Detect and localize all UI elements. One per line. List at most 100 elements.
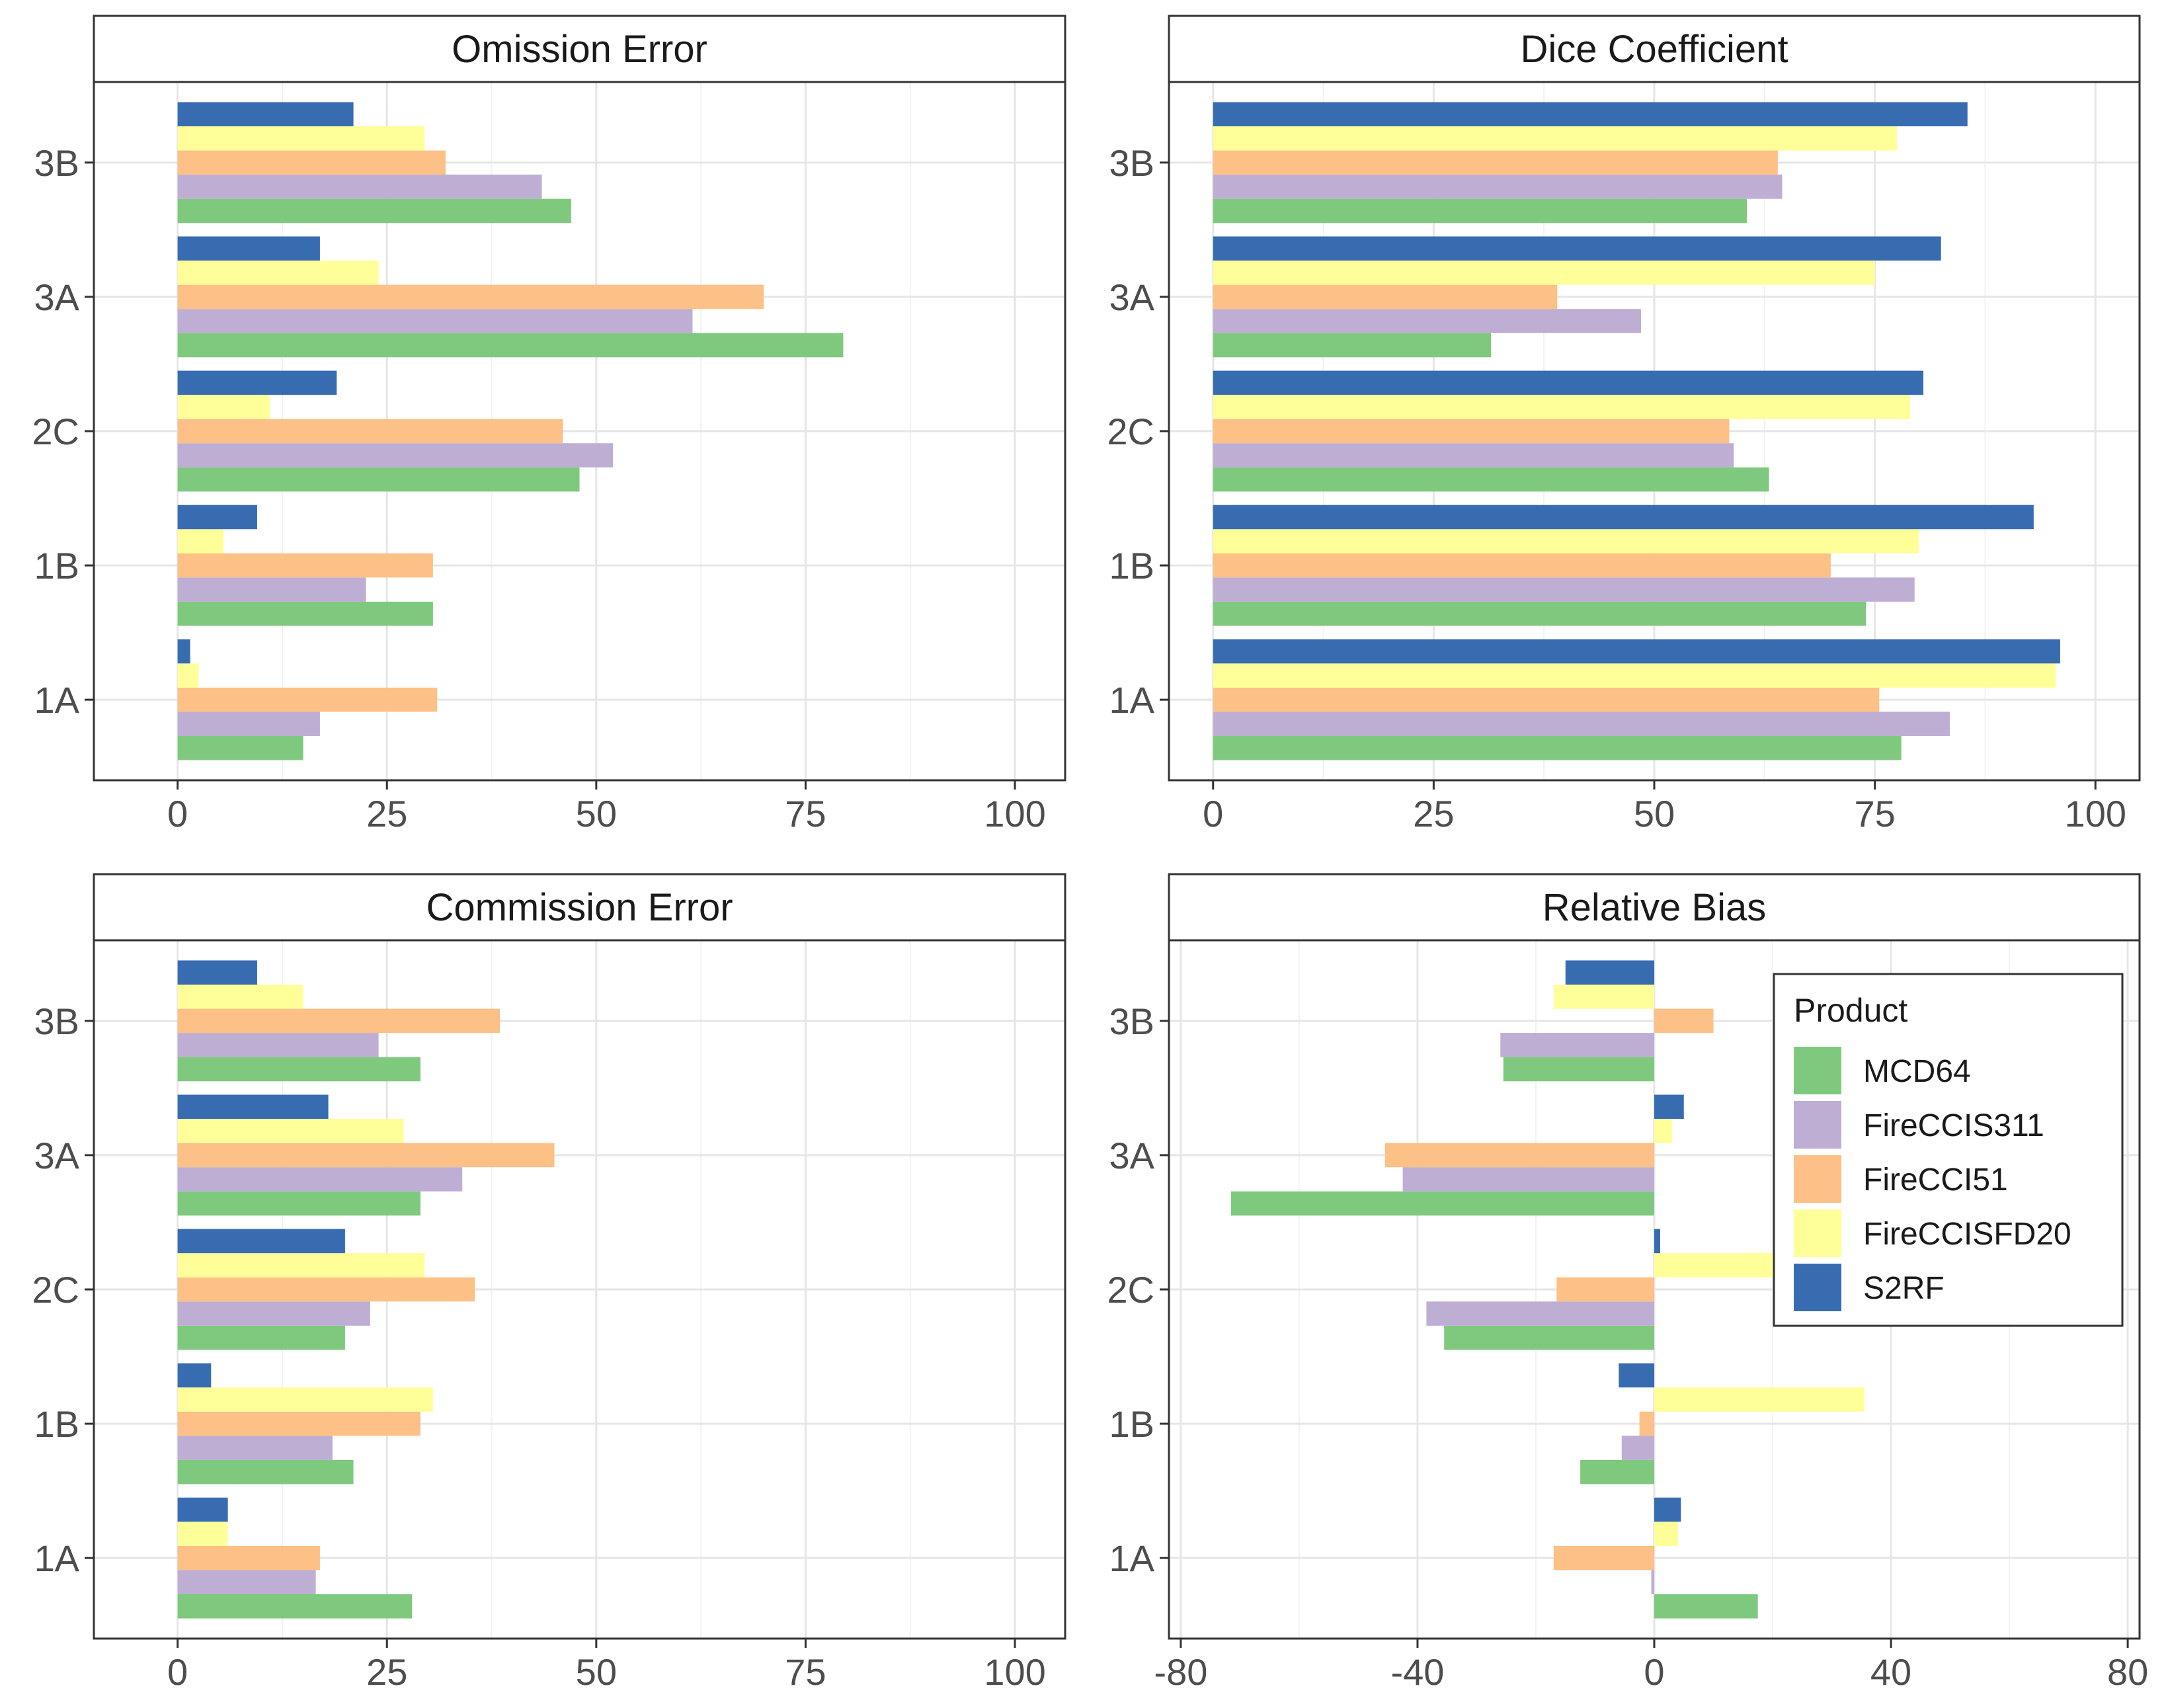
bar-mcd64-3b [177,198,571,224]
bar-mcd64-2c [177,467,580,492]
legend-label-firecci51: FireCCI51 [1863,1162,2008,1198]
bar-fireccis311-3b [1213,175,1783,199]
bar-fireccis311-3b [177,1033,379,1057]
x-tick-label: 25 [1413,793,1454,834]
y-tick-label: 1B [1109,1403,1155,1445]
bar-firecci51-3a [177,1143,555,1168]
y-tick-label: 3B [1109,142,1155,184]
x-tick-label: -40 [1390,1651,1444,1693]
panel-strip [1168,15,2141,83]
x-tick-label: 0 [1203,793,1223,834]
x-tick-label: -80 [1154,1651,1207,1693]
y-tick-label: 3A [34,276,80,318]
bar-fireccisfd20-1a [1213,663,2056,688]
bar-s2rf-2c [1654,1229,1660,1254]
bar-fireccis311-2c [177,443,614,468]
bar-firecci51-2c [177,419,563,444]
legend-label-fireccisfd20: FireCCISFD20 [1863,1217,2071,1252]
panel-title: Commission Error [426,886,733,929]
bar-mcd64-3a [1213,333,1492,358]
bar-fireccisfd20-3b [177,126,425,151]
bar-firecci51-3b [177,1008,501,1034]
bar-mcd64-3b [1213,198,1747,224]
bar-s2rf-1a [177,639,190,664]
y-tick-label: 2C [1107,411,1154,452]
bar-s2rf-3a [1213,236,1941,261]
bar-firecci51-3a [1213,284,1558,309]
legend-key-fireccis311 [1794,1101,1841,1149]
x-tick-label: 50 [576,1651,617,1693]
legend-label-fireccis311: FireCCIS311 [1863,1108,2044,1143]
bar-firecci51-2c [1213,419,1730,444]
panel-strip [93,15,1066,83]
y-tick-label: 3B [1109,1000,1155,1042]
bar-s2rf-1b [1213,505,2034,530]
bar-mcd64-1b [177,601,433,626]
bar-firecci51-2c [177,1277,475,1302]
y-tick-label: 2C [32,411,79,452]
legend-label-s2rf: S2RF [1863,1271,1945,1306]
bar-mcd64-2c [1444,1325,1654,1350]
x-tick-label: 0 [167,1651,188,1693]
bar-firecci51-1b [1213,553,1831,578]
panel-strip [93,873,1066,942]
x-tick-label: 100 [2065,793,2126,834]
bar-fireccis311-3a [1402,1167,1654,1192]
bar-s2rf-3b [1565,960,1654,985]
legend: Product MCD64 FireCCIS311 FireCCI51 FireCCIS… [1773,973,2124,1327]
bar-firecci51-1a [177,1545,320,1570]
panel-strip [1168,873,2141,942]
bar-fireccis311-2c [177,1301,370,1326]
bar-firecci51-3a [177,284,764,309]
bar-fireccisfd20-3a [1654,1119,1672,1143]
bar-s2rf-3b [177,102,354,127]
bar-fireccis311-1b [1621,1436,1654,1460]
bar-mcd64-2c [1213,467,1769,492]
bar-mcd64-1a [177,1594,413,1619]
y-tick-label: 2C [1107,1269,1154,1311]
bar-fireccisfd20-1b [1654,1387,1865,1412]
x-tick-label: 40 [1870,1651,1911,1693]
bar-firecci51-3b [177,150,446,175]
bar-fireccisfd20-3b [177,985,303,1009]
bar-fireccis311-3a [1213,309,1641,333]
bar-fireccisfd20-3a [1213,261,1875,285]
bar-fireccisfd20-1a [177,663,199,688]
x-tick-label: 25 [366,793,407,834]
bar-mcd64-3a [1230,1191,1654,1216]
bar-s2rf-3b [1213,102,1968,127]
bar-fireccisfd20-2c [177,1253,425,1278]
bar-s2rf-3a [177,236,320,261]
panel-omission-error: Omission Error 0 25 50 75 100 1A 1B 2C 3A 3B [32,15,1066,834]
panel-commission-error: Commission Error 0 25 50 75 100 1A 1B 2C 3A 3B [32,873,1066,1693]
y-tick-label: 3B [34,142,80,184]
x-tick-label: 0 [167,793,188,834]
bar-fireccisfd20-1b [1213,529,1919,553]
bar-fireccisfd20-1a [177,1522,228,1546]
bar-firecci51-1a [1213,687,1880,712]
bar-fireccisfd20-3b [1213,126,1897,151]
legend-key-fireccisfd20 [1794,1209,1841,1257]
bar-mcd64-1b [177,1459,354,1484]
bar-mcd64-3b [1503,1057,1654,1082]
bar-fireccisfd20-1a [1654,1522,1678,1546]
bar-firecci51-3b [1213,150,1778,175]
bar-s2rf-1b [177,1363,212,1388]
x-tick-label: 100 [984,793,1045,834]
x-tick-label: 100 [984,1651,1045,1693]
panel-title: Dice Coefficient [1520,28,1788,71]
x-tick-label: 25 [366,1651,407,1693]
bar-fireccisfd20-3a [177,1119,404,1143]
bar-s2rf-1b [177,505,257,530]
bar-fireccis311-1a [177,712,320,736]
bar-firecci51-1a [1553,1545,1654,1570]
bar-firecci51-1b [177,1411,421,1436]
y-tick-label: 1A [1109,1537,1155,1579]
y-tick-label: 3A [1109,1135,1155,1176]
bar-fireccisfd20-2c [177,395,270,419]
x-tick-label: 75 [785,793,826,834]
y-tick-label: 3A [1109,276,1155,318]
y-tick-label: 3B [34,1000,80,1042]
bar-s2rf-3a [1654,1094,1684,1119]
x-tick-label: 50 [1634,793,1675,834]
